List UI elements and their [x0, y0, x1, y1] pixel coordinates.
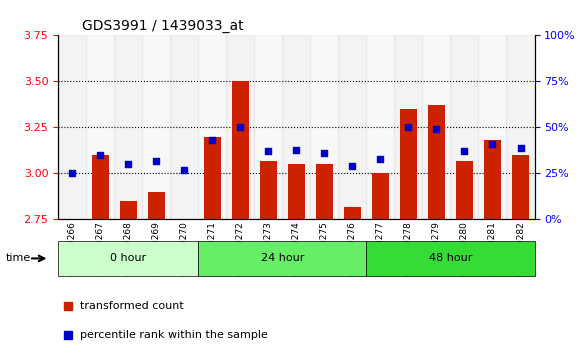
Text: 24 hour: 24 hour — [261, 253, 304, 263]
Bar — [344, 207, 361, 219]
Bar — [428, 105, 445, 219]
Bar — [260, 161, 277, 219]
Bar — [456, 161, 473, 219]
Bar — [232, 81, 249, 219]
Point — [95, 152, 105, 158]
Point — [180, 167, 189, 173]
Point — [292, 147, 301, 152]
Bar — [204, 137, 221, 219]
Bar — [170, 35, 198, 219]
Bar — [507, 35, 535, 219]
Text: time: time — [6, 253, 31, 263]
Bar — [422, 35, 450, 219]
Text: GDS3991 / 1439033_at: GDS3991 / 1439033_at — [82, 19, 243, 33]
FancyBboxPatch shape — [367, 241, 535, 276]
FancyBboxPatch shape — [198, 241, 367, 276]
Point — [376, 156, 385, 161]
Bar — [198, 35, 226, 219]
Bar — [92, 155, 109, 219]
Bar — [148, 192, 164, 219]
Point — [516, 145, 525, 150]
FancyBboxPatch shape — [58, 241, 198, 276]
Bar — [310, 35, 338, 219]
Bar — [86, 35, 114, 219]
Bar — [58, 35, 86, 219]
Bar — [316, 164, 333, 219]
Point — [347, 163, 357, 169]
Point — [264, 149, 273, 154]
Bar — [114, 35, 142, 219]
Bar — [450, 35, 479, 219]
Bar — [367, 35, 394, 219]
Point — [488, 141, 497, 147]
Bar — [479, 35, 507, 219]
Bar — [394, 35, 422, 219]
Bar — [282, 35, 310, 219]
Bar — [254, 35, 282, 219]
Bar — [338, 35, 367, 219]
Point — [67, 171, 77, 176]
Point — [236, 125, 245, 130]
Text: transformed count: transformed count — [80, 301, 183, 311]
Bar — [120, 201, 137, 219]
Text: 48 hour: 48 hour — [429, 253, 472, 263]
Text: percentile rank within the sample: percentile rank within the sample — [80, 330, 267, 339]
Bar — [288, 164, 304, 219]
Point — [404, 125, 413, 130]
Bar — [372, 173, 389, 219]
Bar — [512, 155, 529, 219]
Point — [320, 150, 329, 156]
Text: 0 hour: 0 hour — [110, 253, 146, 263]
Bar — [400, 109, 417, 219]
Bar — [226, 35, 254, 219]
Point — [152, 158, 161, 164]
Point — [460, 149, 469, 154]
Point — [207, 137, 217, 143]
Bar — [142, 35, 170, 219]
Point — [124, 161, 133, 167]
Point — [378, 171, 388, 177]
Bar — [484, 140, 501, 219]
Point — [432, 126, 441, 132]
